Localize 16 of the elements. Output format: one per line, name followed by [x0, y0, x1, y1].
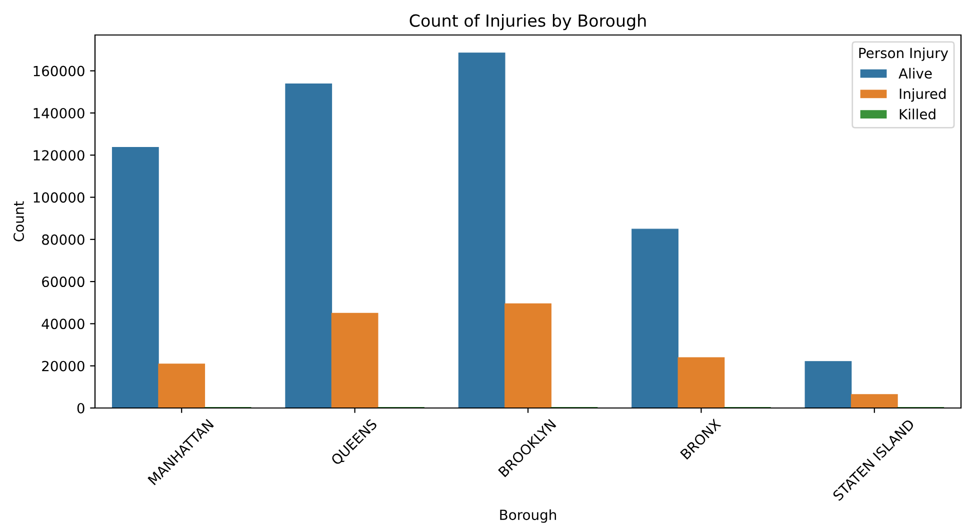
y-tick-label: 20000: [42, 360, 84, 372]
y-tick-label: 80000: [42, 234, 84, 245]
y-tick-label: 100000: [34, 192, 84, 203]
y-tick-label: 160000: [34, 66, 84, 76]
y-tick-label: 60000: [42, 276, 84, 288]
y-axis-title: Count: [14, 201, 24, 242]
legend-label: Killed: [900, 108, 936, 120]
y-tick-label: 40000: [42, 318, 84, 330]
y-tick-label: 120000: [34, 150, 84, 161]
legend-label: Alive: [898, 68, 932, 79]
legend-label: Injured: [900, 88, 946, 102]
y-tick-label: 0: [77, 402, 84, 414]
chart-title: Count of Injuries by Borough: [410, 14, 646, 30]
x-axis-title: Borough: [500, 509, 556, 523]
legend-title: Person Injury: [859, 48, 948, 61]
y-tick-label: 140000: [34, 108, 84, 118]
